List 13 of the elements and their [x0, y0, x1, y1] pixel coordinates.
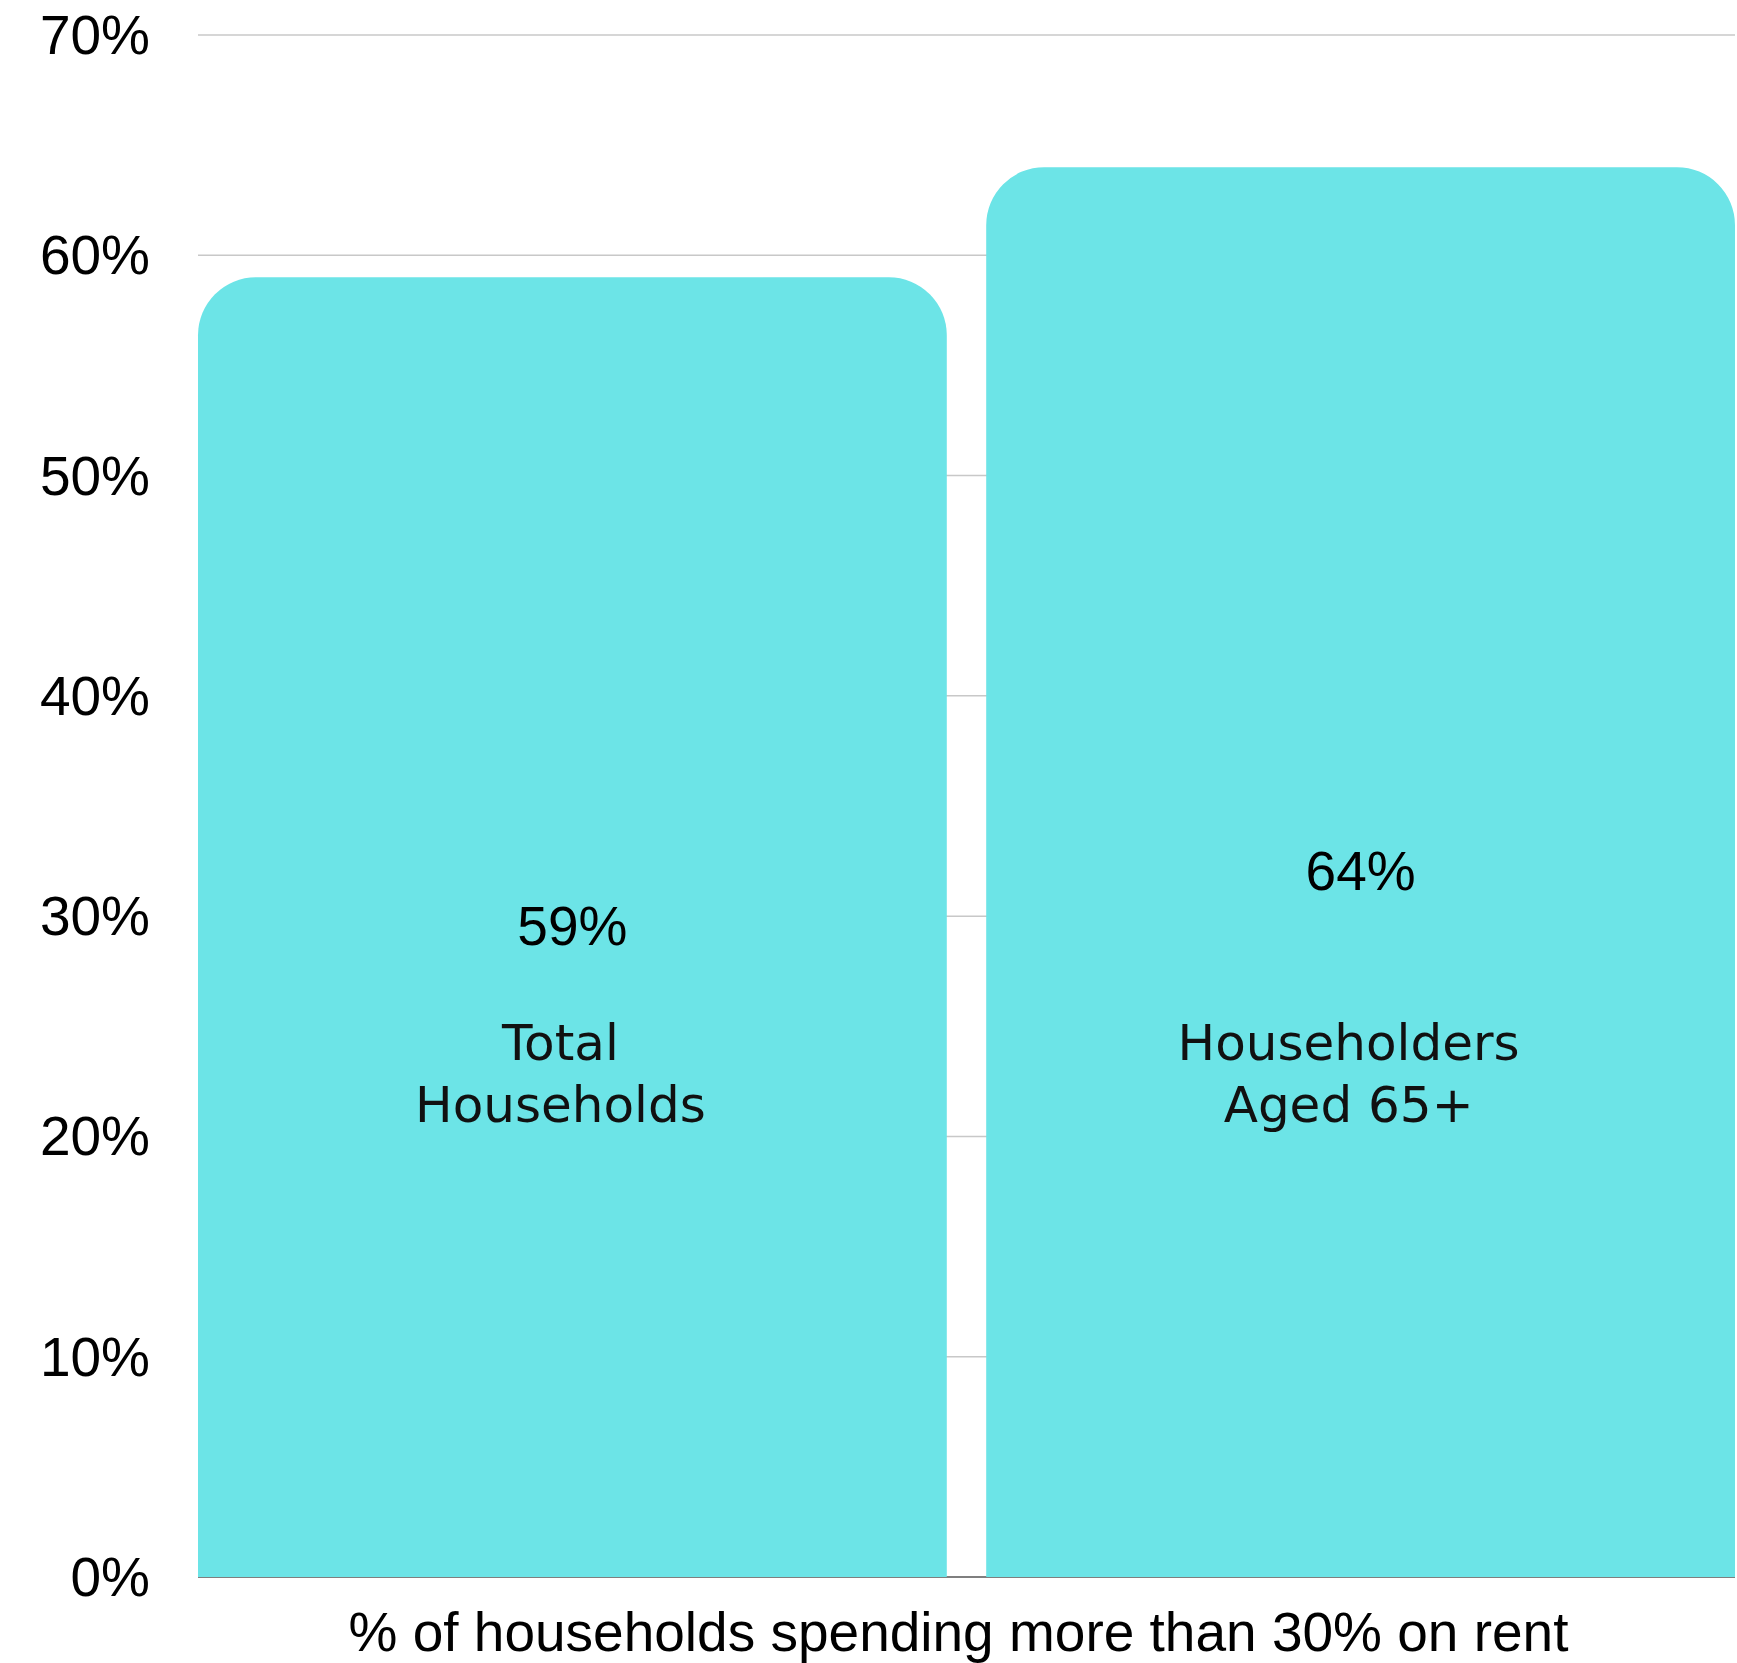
y-tick-label: 0%	[70, 1546, 150, 1608]
x-axis-title: % of households spending more than 30% on rent	[348, 1601, 1569, 1663]
y-tick-label: 70%	[39, 4, 150, 66]
y-tick-label: 40%	[39, 664, 150, 727]
data-label: 64%	[1305, 840, 1416, 903]
x-tick-label: Total Households	[415, 1013, 706, 1134]
y-tick-label: 20%	[39, 1105, 150, 1168]
y-tick-label: 30%	[39, 885, 150, 948]
y-tick-label: 10%	[39, 1325, 150, 1388]
y-tick-label: 60%	[39, 224, 150, 287]
data-label: 59%	[517, 895, 628, 958]
x-tick-label: Householders Aged 65+	[1177, 1013, 1520, 1134]
y-tick-label: 50%	[39, 444, 150, 507]
